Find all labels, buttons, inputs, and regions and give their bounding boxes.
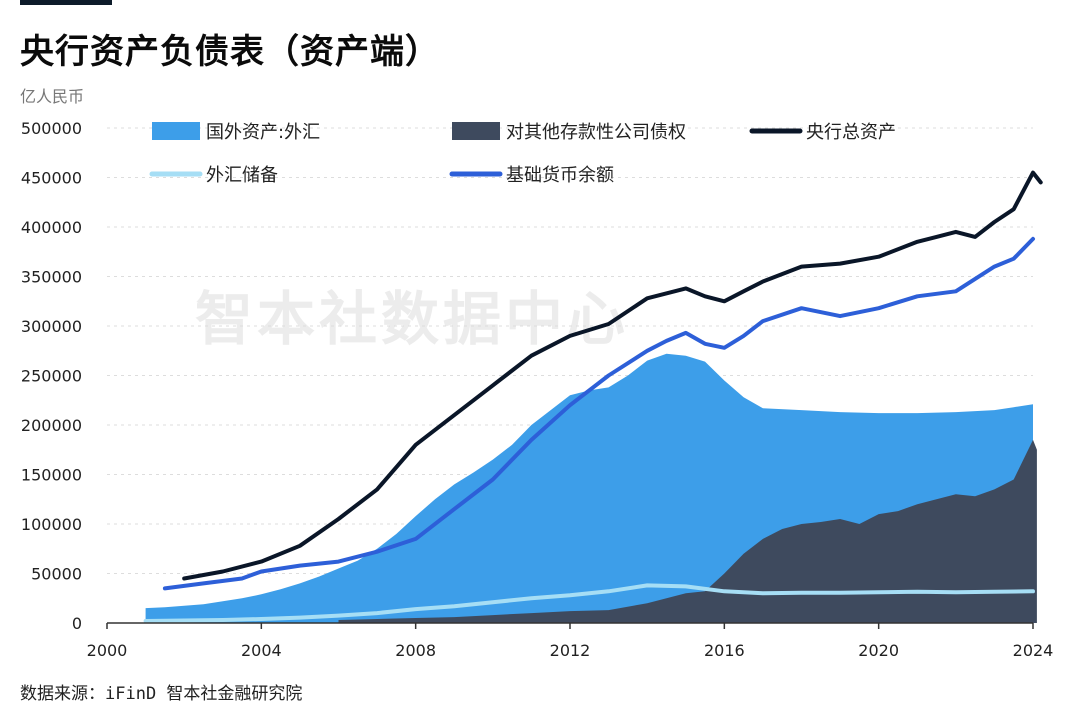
y-tick-label-10: 500000 [21,119,82,138]
y-tick-label-0: 0 [72,614,82,633]
legend-label-4: 基础货币余额 [506,165,614,186]
y-tick-label-4: 200000 [21,416,82,435]
legend-label-0: 国外资产:外汇 [206,122,320,143]
y-tick-label-6: 300000 [21,317,82,336]
title-accent-bar [20,0,112,5]
legend-swatch-1 [452,122,500,140]
y-tick-label-7: 350000 [21,268,82,287]
chart-title: 央行资产负债表（资产端） [20,32,440,72]
legend-label-2: 央行总资产 [806,122,896,143]
series-line-3 [143,583,1035,623]
y-axis-unit: 亿人民币 [20,87,85,106]
x-tick-label-2: 2008 [395,641,436,660]
y-tick-label-8: 400000 [21,218,82,237]
y-tick-label-1: 50000 [31,565,82,584]
legend-swatch-0 [152,122,200,140]
legend-label-1: 对其他存款性公司债权 [506,122,686,143]
x-tick-label-6: 2024 [1013,641,1054,660]
x-tick-label-4: 2016 [704,641,745,660]
x-tick-label-1: 2004 [241,641,282,660]
y-tick-label-5: 250000 [21,367,82,386]
series-line-4 [162,236,1035,591]
source-note: 数据来源：iFinD 智本社金融研究院 [20,684,303,704]
series-area-1 [338,439,1037,623]
x-tick-label-3: 2012 [550,641,591,660]
y-tick-label-2: 100000 [21,515,82,534]
y-tick-label-3: 150000 [21,466,82,485]
x-tick-label-0: 2000 [87,641,128,660]
legend-label-3: 外汇储备 [206,165,278,186]
y-tick-label-9: 450000 [21,169,82,188]
watermark: 智本社数据中心 [195,285,630,353]
series-line-2 [182,170,1043,581]
x-tick-label-5: 2020 [858,641,899,660]
